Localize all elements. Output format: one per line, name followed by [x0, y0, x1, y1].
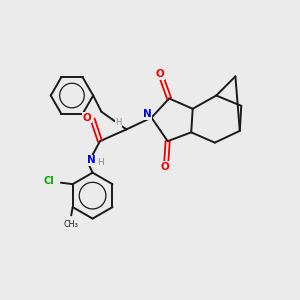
Text: O: O: [83, 112, 92, 123]
Text: CH₃: CH₃: [64, 220, 79, 229]
Text: Cl: Cl: [44, 176, 54, 186]
Text: O: O: [160, 162, 169, 172]
Text: H: H: [115, 118, 122, 127]
Text: N: N: [87, 155, 95, 165]
Text: H: H: [97, 158, 104, 167]
Text: N: N: [143, 109, 152, 119]
Text: O: O: [156, 69, 165, 79]
